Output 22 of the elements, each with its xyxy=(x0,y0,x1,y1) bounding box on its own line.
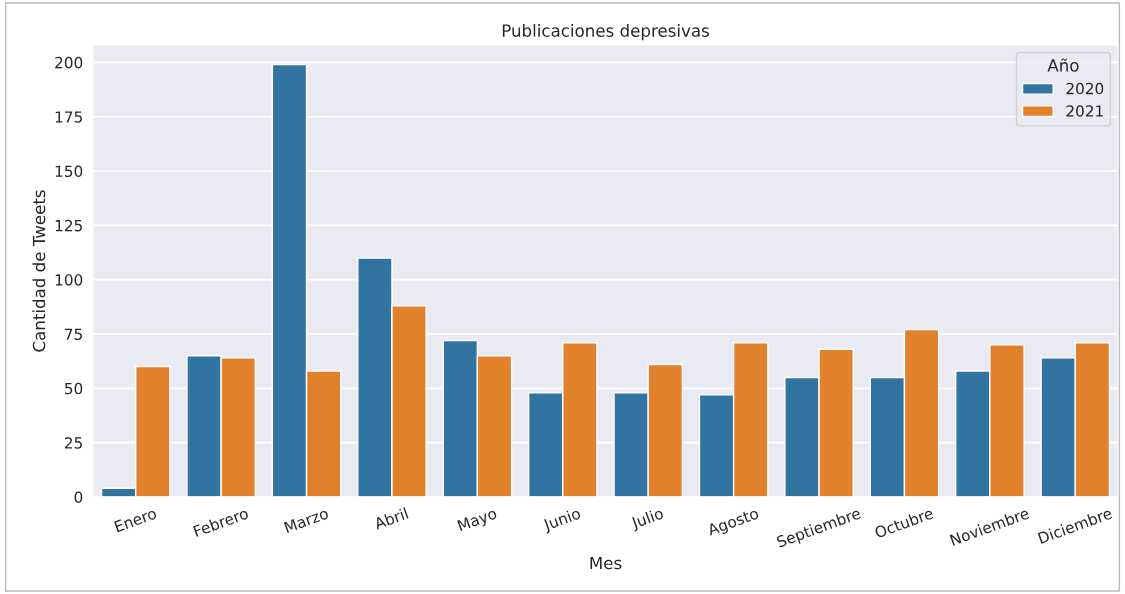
y-tick-label: 125 xyxy=(55,219,82,232)
x-tick-label: Abril xyxy=(373,507,409,530)
y-tick-label: 50 xyxy=(65,382,83,395)
y-tick-label: 75 xyxy=(65,328,82,341)
x-tick-label: Marzo xyxy=(283,507,329,534)
x-tick-label: Junio xyxy=(541,507,583,534)
y-tick-label: 150 xyxy=(55,165,83,178)
y-tick-label: 200 xyxy=(55,56,83,69)
chart-title: Publicaciones depresivas xyxy=(502,24,709,41)
x-tick-label: Enero xyxy=(114,507,158,533)
y-tick-label: 175 xyxy=(55,111,82,123)
y-tick-label: 0 xyxy=(74,491,83,504)
y-tick-label: 100 xyxy=(55,274,83,286)
x-tick-label: Agosto xyxy=(706,507,761,539)
legend-label: 2021 xyxy=(1066,105,1103,117)
legend-label: 2020 xyxy=(1066,82,1104,95)
y-tick-label: 25 xyxy=(64,437,82,449)
x-axis-title: Mes xyxy=(590,556,622,570)
y-axis-title: Cantidad de Tweets xyxy=(32,190,46,352)
x-tick-label: Mayo xyxy=(457,507,499,535)
legend-title: Año xyxy=(1047,58,1079,72)
x-tick-label: Julio xyxy=(629,507,665,532)
